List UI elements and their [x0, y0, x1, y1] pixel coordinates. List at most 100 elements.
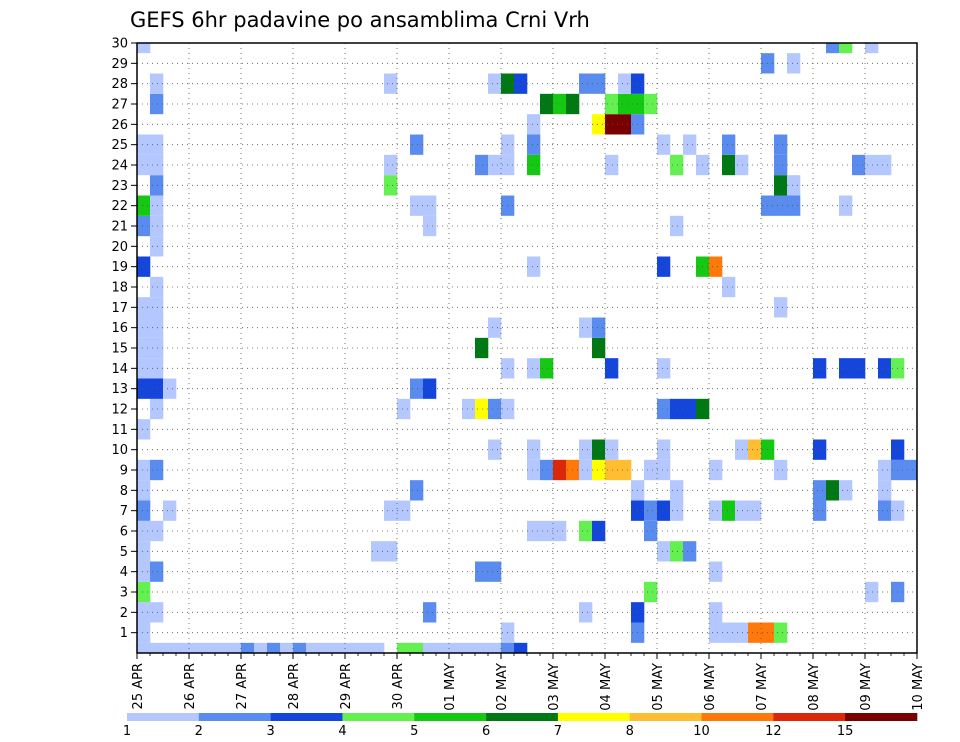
- heatmap-cell: [150, 642, 164, 653]
- heatmap-cell: [488, 642, 502, 653]
- heatmap-cell: [644, 459, 658, 481]
- heatmap-cell: [384, 154, 398, 176]
- heatmap-cell: [618, 93, 632, 115]
- heatmap-cell: [553, 93, 567, 115]
- heatmap-cell: [475, 561, 489, 582]
- heatmap-cell: [137, 378, 151, 399]
- x-tick-label: 27 APR: [235, 663, 250, 709]
- y-tick-label: 23: [111, 179, 128, 194]
- heatmap-cell: [410, 480, 424, 501]
- x-tick-label: 25 APR: [131, 663, 146, 709]
- heatmap-cell: [670, 154, 684, 176]
- legend-label: 3: [266, 724, 274, 739]
- heatmap-cell: [774, 297, 788, 318]
- y-tick-label: 29: [111, 57, 128, 72]
- heatmap-cell: [553, 459, 567, 481]
- heatmap-cell: [397, 642, 411, 653]
- legend-swatch: [342, 713, 415, 721]
- x-tick-label: 01 MAY: [443, 663, 458, 711]
- y-tick-label: 7: [120, 504, 128, 519]
- heatmap-cell: [878, 154, 892, 176]
- heatmap-cell: [774, 175, 788, 196]
- heatmap-cell: [787, 175, 801, 196]
- heatmap-cell: [813, 500, 827, 521]
- heatmap-cell: [527, 439, 541, 460]
- heatmap-cell: [150, 175, 164, 196]
- heatmap-cell: [488, 317, 502, 338]
- heatmap-cell: [319, 642, 333, 653]
- x-tick-label: 28 APR: [287, 663, 302, 709]
- heatmap-cell: [150, 154, 164, 176]
- x-tick-label: 04 MAY: [599, 663, 614, 711]
- y-tick-label: 8: [120, 484, 128, 499]
- heatmap-cell: [865, 581, 879, 603]
- heatmap-cell: [150, 337, 164, 359]
- heatmap-cell: [748, 439, 762, 460]
- legend-label: 8: [626, 724, 634, 739]
- y-axis: 1234567891011121314151617181920212223242…: [111, 37, 137, 641]
- heatmap-cell: [475, 642, 489, 653]
- y-tick-label: 26: [111, 118, 128, 133]
- heatmap-cell: [540, 358, 554, 379]
- heatmap-cell: [605, 459, 619, 481]
- heatmap-cell: [839, 195, 853, 216]
- heatmap-cell: [657, 500, 671, 521]
- y-tick-label: 12: [111, 403, 128, 418]
- heatmap-cell: [644, 520, 658, 542]
- y-tick-label: 30: [111, 37, 128, 52]
- heatmap-cell: [592, 317, 606, 338]
- y-tick-label: 13: [111, 382, 128, 397]
- y-tick-label: 5: [120, 545, 128, 560]
- heatmap-cell: [527, 114, 541, 135]
- legend-swatch: [270, 713, 343, 721]
- heatmap-cell: [475, 337, 489, 359]
- legend-swatch: [845, 713, 918, 721]
- heatmap-cell: [345, 642, 359, 653]
- heatmap-cells: [137, 43, 918, 653]
- heatmap-cell: [150, 73, 164, 94]
- heatmap-cell: [657, 459, 671, 481]
- y-tick-label: 9: [120, 464, 128, 479]
- heatmap-cell: [709, 602, 723, 623]
- heatmap-cell: [137, 419, 151, 440]
- legend-label: 4: [338, 724, 346, 739]
- heatmap-cell: [488, 398, 502, 420]
- x-axis: 25 APR 26 APR 27 APR 28 APR 29 APR 30 APR 01 M…: [131, 653, 926, 711]
- legend-swatch: [486, 713, 559, 721]
- heatmap-cell: [813, 358, 827, 379]
- heatmap-cell: [540, 459, 554, 481]
- heatmap-cell: [150, 459, 164, 481]
- heatmap-cell: [267, 642, 281, 653]
- heatmap-cell: [670, 541, 684, 562]
- heatmap-cell: [423, 195, 437, 216]
- heatmap-cell: [657, 541, 671, 562]
- x-tick-label: 10 MAY: [911, 663, 926, 711]
- heatmap-cell: [579, 439, 593, 460]
- heatmap-cell: [657, 256, 671, 277]
- heatmap-cell: [579, 317, 593, 338]
- heatmap-cell: [514, 73, 528, 94]
- heatmap-cell: [137, 358, 151, 379]
- heatmap-cell: [150, 602, 164, 623]
- heatmap-cell: [449, 642, 463, 653]
- legend-swatch: [557, 713, 631, 721]
- legend-label: 10: [693, 724, 710, 739]
- heatmap-cell: [683, 398, 697, 420]
- heatmap-cell: [748, 500, 762, 521]
- heatmap-cell: [150, 236, 164, 257]
- x-tick-label: 05 MAY: [651, 663, 666, 711]
- y-tick-label: 16: [111, 321, 128, 336]
- y-tick-label: 14: [111, 362, 128, 377]
- heatmap-cell: [787, 195, 801, 216]
- heatmap-cell: [137, 642, 151, 653]
- heatmap-cell: [774, 154, 788, 176]
- heatmap-cell: [527, 134, 541, 155]
- heatmap-cell: [540, 520, 554, 542]
- legend-swatch: [414, 713, 487, 721]
- y-tick-label: 24: [111, 159, 128, 174]
- heatmap-cell: [150, 276, 164, 298]
- heatmap-cell: [722, 500, 736, 521]
- heatmap-cell: [644, 93, 658, 115]
- heatmap-cell: [527, 358, 541, 379]
- x-tick-label: 30 APR: [391, 663, 406, 709]
